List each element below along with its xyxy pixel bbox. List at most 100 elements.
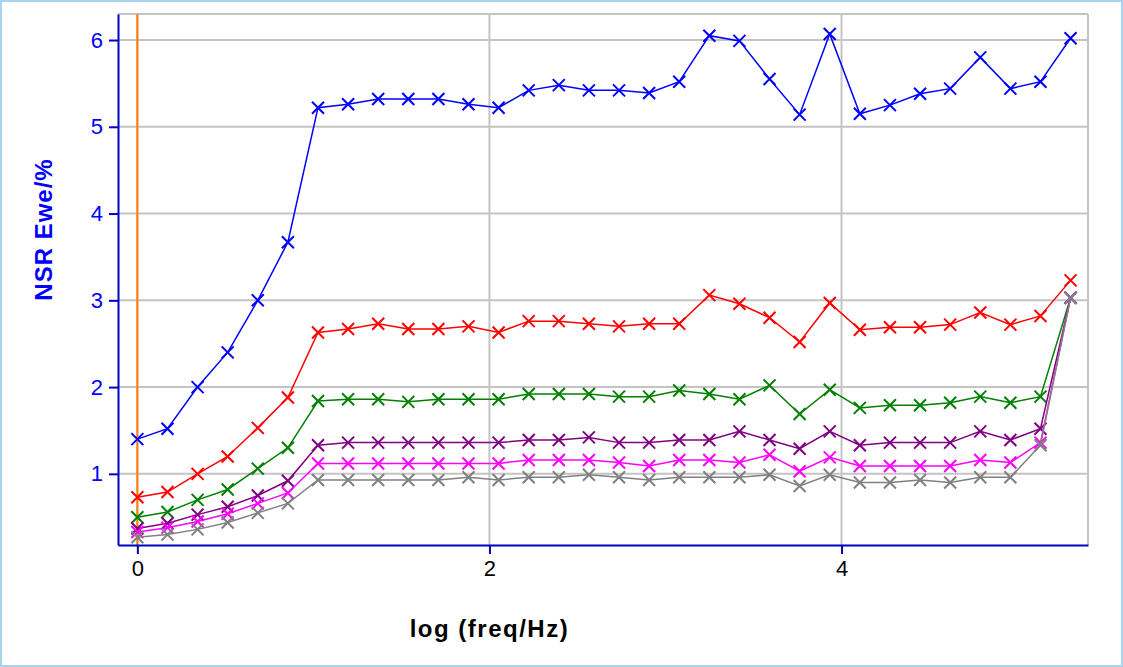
series-line <box>137 298 1070 518</box>
marker <box>794 480 806 492</box>
grid-line <box>488 14 490 545</box>
tick-mark <box>137 545 139 554</box>
marker <box>432 393 444 405</box>
tick-label: 2 <box>91 375 103 400</box>
marker <box>1004 457 1016 469</box>
marker <box>372 437 384 449</box>
marker <box>282 475 294 487</box>
marker <box>824 28 836 40</box>
marker <box>583 454 595 466</box>
marker <box>523 471 535 483</box>
marker <box>342 437 354 449</box>
marker <box>613 471 625 483</box>
marker <box>733 393 745 405</box>
marker <box>944 477 956 489</box>
marker <box>312 474 324 486</box>
marker <box>974 425 986 437</box>
marker <box>192 381 204 393</box>
series-line <box>137 298 1070 532</box>
marker <box>312 102 324 114</box>
marker <box>703 289 715 301</box>
marker <box>493 102 505 114</box>
marker <box>703 388 715 400</box>
marker <box>161 486 173 498</box>
tick-mark <box>841 545 843 554</box>
marker <box>192 494 204 506</box>
marker <box>252 463 264 475</box>
tick-mark <box>109 300 118 302</box>
marker <box>673 318 685 330</box>
marker <box>643 318 655 330</box>
marker <box>372 393 384 405</box>
marker <box>222 501 234 513</box>
tick: 4 <box>836 545 848 581</box>
marker <box>764 73 776 85</box>
marker <box>673 471 685 483</box>
marker <box>463 98 475 110</box>
marker <box>432 93 444 105</box>
marker <box>583 84 595 96</box>
marker <box>372 318 384 330</box>
marker <box>402 474 414 486</box>
tick: 6 <box>91 28 118 53</box>
marker <box>131 531 143 543</box>
marker <box>1004 319 1016 331</box>
series-line <box>137 280 1070 497</box>
marker <box>1004 434 1016 446</box>
tick-mark <box>489 545 491 554</box>
marker <box>643 460 655 472</box>
marker <box>733 35 745 47</box>
marker <box>794 443 806 455</box>
marker <box>854 439 866 451</box>
marker <box>463 393 475 405</box>
marker <box>131 511 143 523</box>
marker <box>1034 76 1046 88</box>
tick-label: 4 <box>836 556 848 581</box>
marker <box>222 346 234 358</box>
series-line <box>137 34 1070 439</box>
marker <box>222 451 234 463</box>
marker <box>794 408 806 420</box>
axis-line <box>118 15 120 546</box>
grid-line <box>118 386 1088 388</box>
tick-mark <box>109 473 118 475</box>
marker <box>282 487 294 499</box>
marker <box>643 437 655 449</box>
marker <box>914 474 926 486</box>
y-axis-title: NSR Ewe/% <box>30 158 57 300</box>
tick-label: 6 <box>91 28 103 53</box>
marker <box>432 437 444 449</box>
marker <box>312 395 324 407</box>
marker <box>402 93 414 105</box>
tick: 1 <box>91 461 118 486</box>
marker <box>432 457 444 469</box>
grid-line <box>118 213 1088 215</box>
marker <box>613 84 625 96</box>
marker <box>342 474 354 486</box>
grid-line <box>118 39 1088 41</box>
marker <box>282 392 294 404</box>
tick-mark <box>109 387 118 389</box>
marker <box>342 98 354 110</box>
marker <box>463 320 475 332</box>
marker <box>523 434 535 446</box>
marker <box>1065 292 1077 304</box>
marker <box>944 460 956 472</box>
marker <box>884 477 896 489</box>
grid-line <box>118 299 1088 301</box>
marker <box>312 326 324 338</box>
marker <box>884 460 896 472</box>
marker <box>974 454 986 466</box>
marker <box>493 326 505 338</box>
marker <box>1034 391 1046 403</box>
marker <box>583 469 595 481</box>
x-axis: 024 <box>119 545 1089 581</box>
marker <box>583 318 595 330</box>
marker <box>854 477 866 489</box>
marker <box>794 109 806 121</box>
marker <box>402 457 414 469</box>
marker <box>854 324 866 336</box>
data-area <box>131 14 1076 545</box>
tick: 4 <box>91 201 118 226</box>
marker <box>944 437 956 449</box>
